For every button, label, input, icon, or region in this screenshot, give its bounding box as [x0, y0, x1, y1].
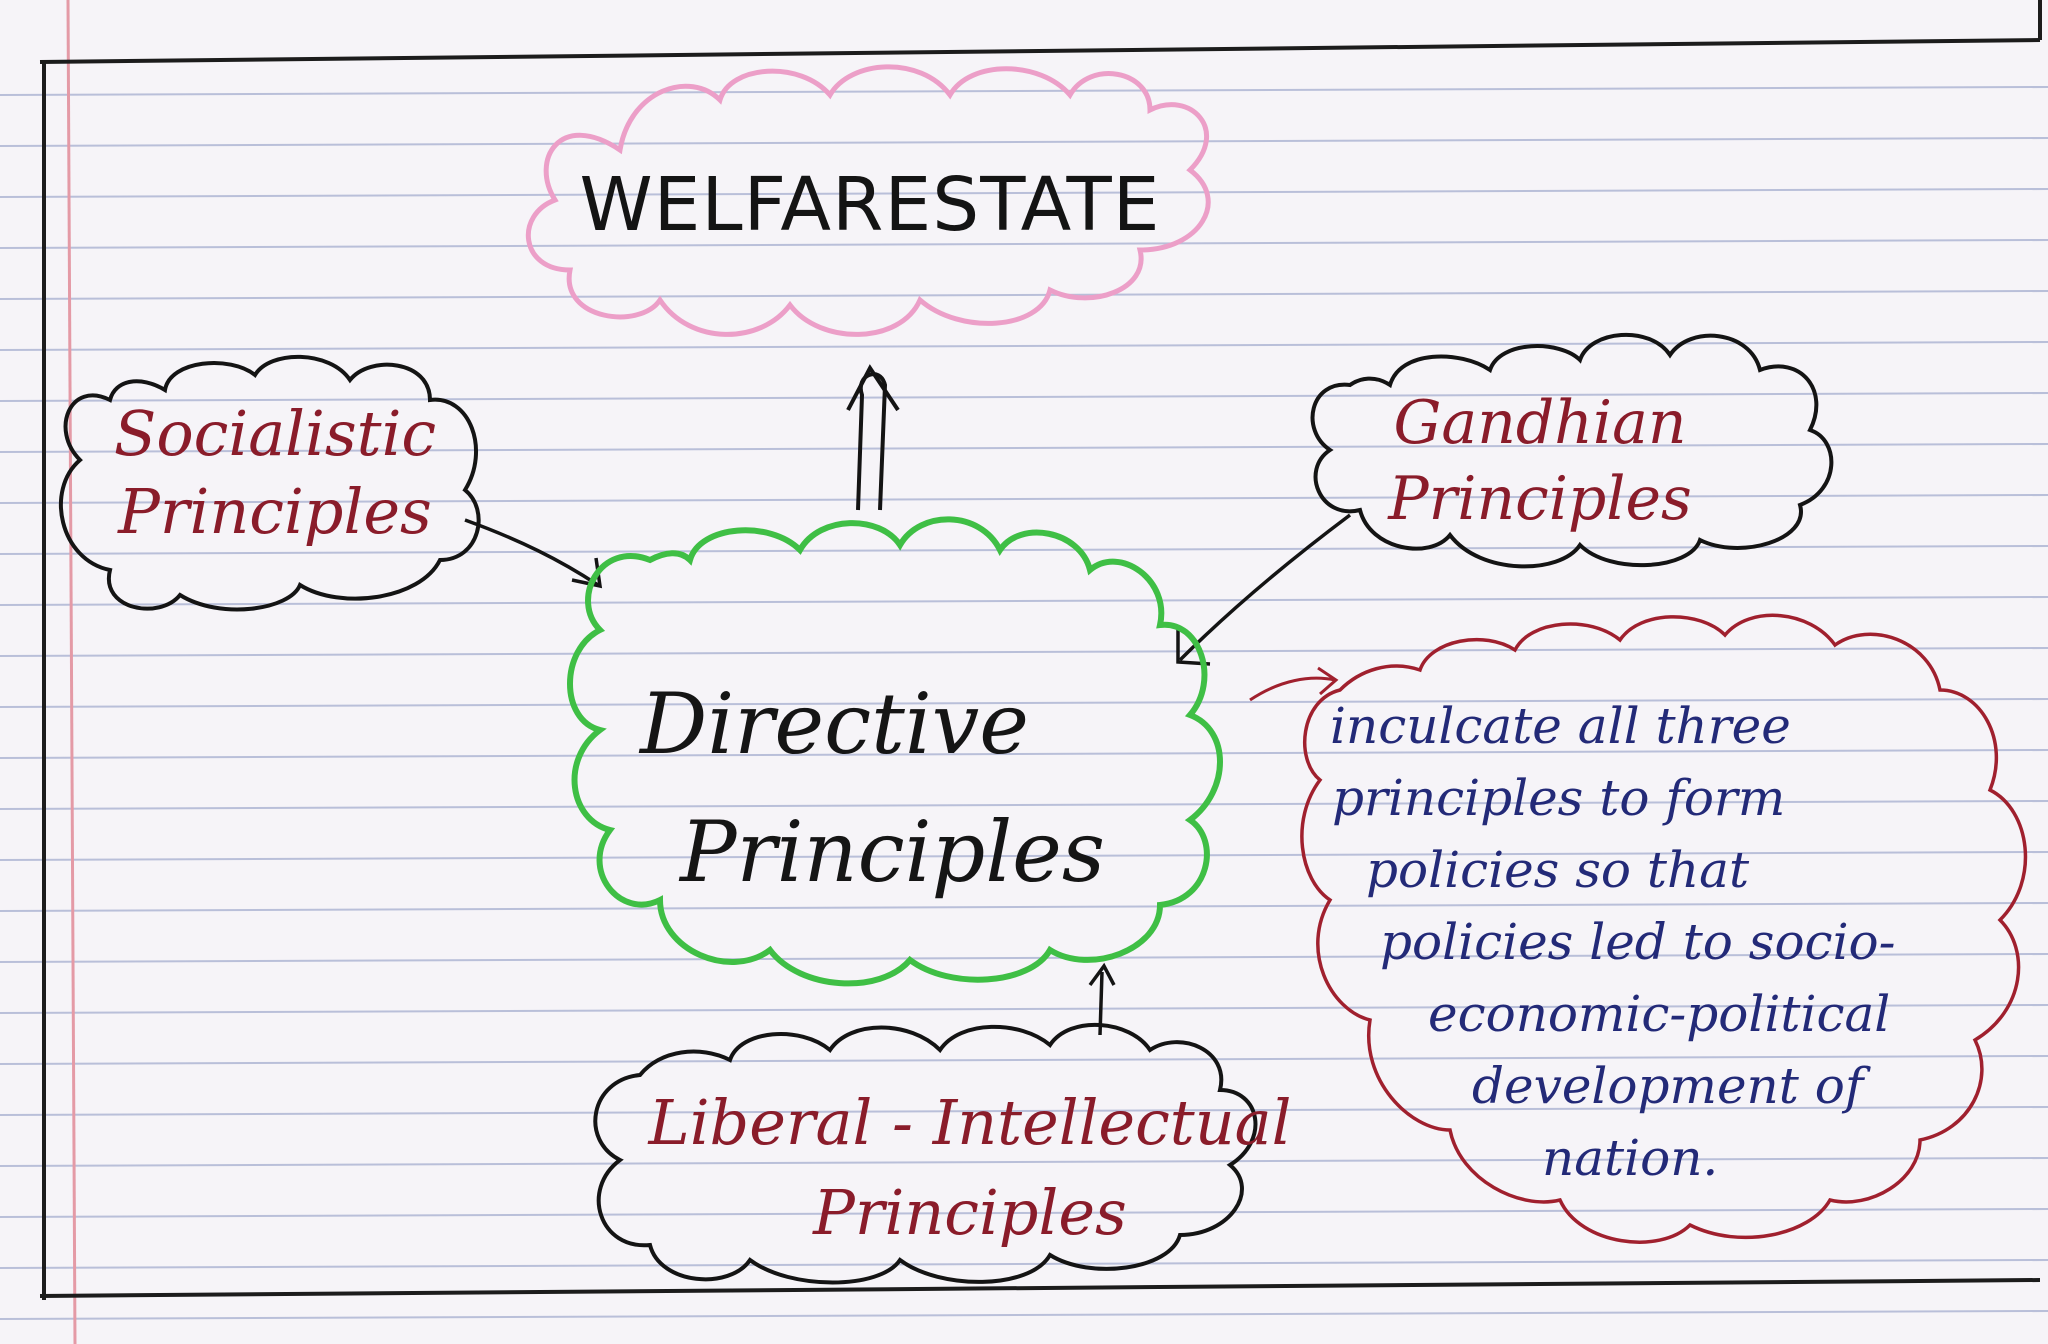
ruled-line — [0, 443, 2048, 453]
socialistic-cloud — [58, 354, 481, 612]
ruled-line — [0, 749, 2048, 759]
ruled-line — [0, 239, 2048, 249]
center-cloud — [567, 516, 1223, 987]
gandhian-line1: Gandhian — [1393, 388, 1687, 458]
note-line: inculcate all three — [1330, 697, 1791, 755]
directive-line2: Principles — [680, 803, 1106, 901]
liberal-line2: Principles — [813, 1176, 1127, 1249]
ruled-line — [0, 1055, 2048, 1065]
ruled-line — [0, 290, 2048, 300]
ruled-line — [0, 698, 2048, 708]
ruled-line — [0, 545, 2048, 555]
ruled-line — [0, 902, 2048, 912]
socialistic-principles-label: Socialistic Principles — [80, 395, 470, 551]
note-text: inculcate all three principles to form p… — [1300, 690, 2020, 1194]
ruled-line — [0, 800, 2048, 810]
ruled-line — [0, 953, 2048, 963]
ruled-line — [0, 494, 2048, 504]
note-cloud — [1300, 613, 2028, 1244]
margin-line — [66, 0, 77, 1344]
ruled-line — [0, 86, 2048, 96]
arrow-gandhian-to-center — [1176, 513, 1352, 666]
gandhian-cloud — [1310, 333, 1834, 569]
note-line: principles to form — [1332, 769, 1786, 827]
ruled-line — [0, 1208, 2048, 1218]
arrow-center-to-welfare — [846, 364, 900, 511]
directive-line1: Directive — [640, 675, 1029, 773]
liberal-line1: Liberal - Intellectual — [648, 1086, 1292, 1159]
frame-top — [39, 38, 2041, 64]
note-line: nation. — [1542, 1129, 1719, 1187]
socialistic-line1: Socialistic — [113, 397, 437, 470]
ruled-line — [0, 1004, 2048, 1014]
ruled-line — [0, 137, 2048, 147]
ruled-lines — [0, 86, 2048, 1320]
arrow-center-to-note — [1249, 666, 1339, 702]
ruled-line — [0, 1106, 2048, 1116]
note-line: economic-political — [1428, 985, 1891, 1043]
ruled-line — [0, 647, 2048, 657]
ruled-line — [0, 188, 2048, 198]
ruled-line — [0, 596, 2048, 606]
ruled-line — [0, 1157, 2048, 1167]
liberal-cloud — [593, 1023, 1258, 1285]
gandhian-line2: Principles — [1388, 464, 1692, 534]
frame-bottom — [39, 1278, 2041, 1298]
note-line: policies led to socio- — [1380, 913, 1896, 971]
socialistic-line2: Principles — [118, 475, 432, 548]
ruled-line — [0, 341, 2048, 351]
welfare-cloud — [525, 64, 1211, 337]
gandhian-principles-label: Gandhian Principles — [1320, 385, 1760, 537]
note-line: development of — [1472, 1057, 1864, 1115]
welfare-state-label: WELFARESTATE — [579, 162, 1161, 248]
note-line: policies so that — [1366, 841, 1750, 899]
ruled-line — [0, 392, 2048, 402]
directive-principles-label: Directive Principles — [620, 660, 1140, 916]
ruled-line — [0, 851, 2048, 861]
ruled-line — [0, 1310, 2048, 1320]
ruled-line — [0, 1259, 2048, 1269]
arrow-socialistic-to-center — [464, 518, 603, 589]
liberal-intellectual-label: Liberal - Intellectual Principles — [600, 1078, 1340, 1258]
